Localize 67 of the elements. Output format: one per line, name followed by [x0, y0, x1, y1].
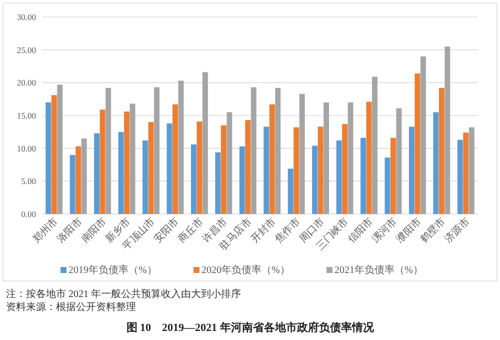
- bar: [275, 88, 281, 214]
- bar: [438, 88, 444, 214]
- bar: [348, 102, 354, 214]
- legend-label: 2019年负债率（%）: [68, 264, 157, 276]
- y-tick-label: 25.00: [16, 44, 36, 55]
- bar: [390, 138, 396, 214]
- bar: [76, 146, 82, 214]
- bar: [250, 87, 256, 214]
- bar: [46, 102, 52, 214]
- text: 图 10 2019—2021 年河南省各地市政府负债率情况: [126, 321, 375, 334]
- y-tick-label: 5.00: [21, 176, 36, 186]
- bar: [245, 120, 251, 214]
- bar: [220, 125, 226, 214]
- bar: [414, 73, 420, 214]
- bar: [130, 104, 136, 214]
- bar: [336, 140, 342, 214]
- bar: [420, 56, 426, 214]
- bar: [318, 126, 324, 214]
- bar: [444, 46, 450, 214]
- bar: [324, 102, 330, 214]
- text: 注：按各地市 2021 年一般公共预算收入由大到小排序: [6, 288, 241, 300]
- bar: [57, 84, 63, 214]
- bar: [106, 88, 112, 214]
- y-tick-label: 0.00: [21, 208, 36, 219]
- text: 资料来源：根据公开资料整理: [6, 301, 136, 313]
- bar: [433, 112, 439, 214]
- legend-label: 2020年负债率（%）: [202, 264, 290, 276]
- bar: [366, 102, 372, 214]
- bar: [408, 126, 414, 214]
- bar: [94, 133, 100, 214]
- bar: [215, 152, 221, 214]
- bar: [226, 112, 232, 214]
- bar: [172, 104, 178, 214]
- bar: [396, 108, 402, 214]
- bar: [342, 124, 348, 214]
- bar: [51, 95, 57, 214]
- legend-label: 2021年负债率（%）: [334, 264, 423, 276]
- bar: [100, 110, 106, 214]
- bar: [196, 121, 202, 214]
- y-tick-label: 15.00: [16, 110, 36, 120]
- bar: [202, 72, 208, 214]
- bar: [294, 127, 300, 214]
- bar: [239, 146, 245, 214]
- bar: [166, 123, 172, 214]
- bar: [288, 168, 294, 214]
- bar: [154, 87, 160, 214]
- bar: [269, 104, 275, 214]
- y-tick-label: 10.00: [16, 143, 36, 154]
- bar: [142, 140, 148, 214]
- bar: [190, 144, 196, 214]
- y-tick-label: 20.00: [16, 78, 36, 88]
- bar: [468, 127, 474, 214]
- bar: [384, 158, 390, 214]
- bar: [70, 154, 76, 214]
- bar: [312, 146, 318, 214]
- bar: [457, 140, 463, 214]
- bar: [264, 126, 270, 214]
- bar: [81, 138, 87, 214]
- bar: [299, 94, 305, 214]
- bar: [178, 80, 184, 214]
- bar: [118, 132, 124, 214]
- bar: [148, 122, 154, 214]
- bar: [360, 138, 366, 214]
- bar: [463, 132, 469, 214]
- y-tick-label: 30.00: [16, 12, 36, 22]
- bar: [372, 76, 378, 214]
- bar: [124, 112, 130, 214]
